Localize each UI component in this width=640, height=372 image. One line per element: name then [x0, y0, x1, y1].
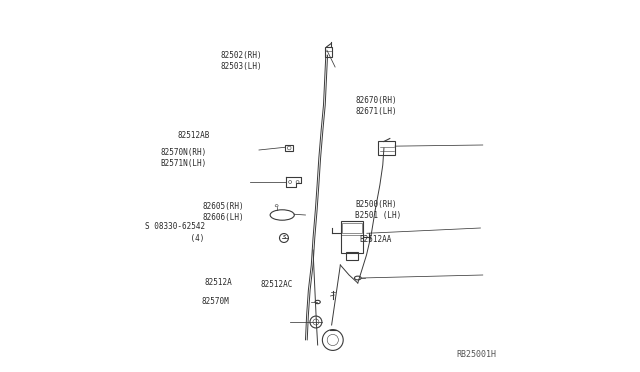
Text: 82502(RH)
82503(LH): 82502(RH) 82503(LH) [221, 51, 262, 71]
Text: 82570N(RH)
B2571N(LH): 82570N(RH) B2571N(LH) [160, 148, 207, 168]
Bar [325, 47, 332, 57]
Text: 82512A: 82512A [205, 278, 232, 287]
Bar [342, 223, 362, 233]
Text: B2512AA: B2512AA [359, 235, 392, 244]
Bar [378, 141, 396, 154]
Bar [285, 145, 293, 151]
Text: 82670(RH)
82671(LH): 82670(RH) 82671(LH) [355, 96, 397, 116]
Text: RB25001H: RB25001H [457, 350, 497, 359]
Text: 82512AB: 82512AB [178, 131, 211, 140]
Text: B2500(RH)
B2501 (LH): B2500(RH) B2501 (LH) [355, 200, 401, 220]
Text: 82605(RH)
82606(LH): 82605(RH) 82606(LH) [202, 202, 244, 222]
Text: S: S [282, 235, 285, 240]
Bar [346, 252, 358, 260]
Bar [341, 221, 363, 253]
Text: 82512AC: 82512AC [260, 280, 293, 289]
Text: 82570M: 82570M [201, 297, 229, 306]
Text: S 08330-62542
    (4): S 08330-62542 (4) [145, 222, 205, 243]
